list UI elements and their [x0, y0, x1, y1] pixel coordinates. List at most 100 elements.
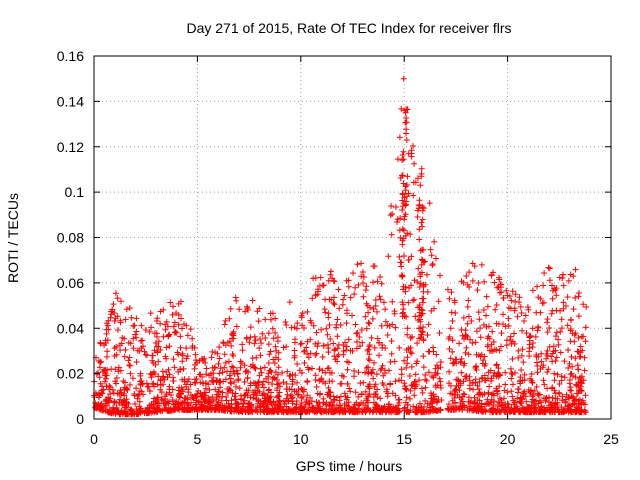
data-point — [258, 340, 265, 347]
data-point — [474, 286, 481, 293]
data-point — [559, 275, 566, 282]
data-point — [272, 401, 279, 408]
data-point — [336, 305, 343, 312]
data-point — [229, 363, 236, 370]
data-point — [533, 353, 540, 360]
data-point — [102, 337, 109, 344]
data-point — [335, 341, 342, 348]
data-point — [552, 286, 559, 293]
data-point — [155, 338, 162, 345]
data-point — [577, 343, 584, 350]
data-point — [293, 398, 300, 405]
data-point — [400, 156, 407, 163]
data-point — [340, 351, 347, 358]
data-point — [343, 320, 350, 327]
data-point — [387, 359, 394, 366]
data-point — [330, 300, 337, 307]
data-point — [229, 331, 236, 338]
data-point — [245, 369, 252, 376]
data-point — [417, 182, 424, 189]
data-point — [190, 395, 197, 402]
data-point — [514, 313, 521, 320]
data-point — [418, 165, 425, 172]
data-point — [420, 282, 427, 289]
data-point — [138, 338, 145, 345]
data-point — [312, 376, 319, 383]
data-point — [404, 401, 411, 408]
data-point — [578, 387, 585, 394]
data-point — [236, 306, 243, 313]
y-tick-labels: 0 0.02 0.04 0.06 0.08 0.1 0.12 0.14 0.16 — [57, 48, 84, 427]
data-point — [449, 337, 456, 344]
data-point — [184, 378, 191, 385]
data-point — [301, 348, 308, 355]
data-point — [560, 282, 567, 289]
data-point — [201, 398, 208, 405]
data-point — [108, 366, 115, 373]
data-point — [483, 401, 490, 408]
data-point — [496, 289, 503, 296]
data-point — [457, 358, 464, 365]
data-point — [418, 331, 425, 338]
data-point — [396, 396, 403, 403]
data-point — [198, 403, 205, 410]
data-point — [254, 400, 261, 407]
data-point — [345, 277, 352, 284]
data-point — [267, 310, 274, 317]
chart-title: Day 271 of 2015, Rate Of TEC Index for r… — [186, 20, 511, 36]
data-point — [104, 366, 111, 373]
data-point — [276, 401, 283, 408]
data-point — [313, 350, 320, 357]
data-point — [133, 315, 140, 322]
data-point — [177, 366, 184, 373]
data-point — [473, 366, 480, 373]
data-point — [244, 374, 251, 381]
data-point — [215, 360, 222, 367]
data-point — [558, 316, 565, 323]
data-point — [517, 399, 524, 406]
data-point — [417, 325, 424, 332]
data-point — [301, 359, 308, 366]
data-point — [294, 361, 301, 368]
data-point — [251, 364, 258, 371]
data-point — [574, 362, 581, 369]
data-point — [266, 351, 273, 358]
data-point — [405, 299, 412, 306]
data-point — [127, 340, 134, 347]
data-point — [91, 394, 98, 401]
data-point — [170, 377, 177, 384]
data-point — [428, 373, 435, 380]
data-point — [129, 375, 136, 382]
data-point — [157, 320, 164, 327]
data-point — [541, 407, 548, 414]
data-point — [210, 397, 217, 404]
data-point — [304, 378, 311, 385]
data-point — [448, 309, 455, 316]
data-point — [177, 315, 184, 322]
data-point — [138, 322, 145, 329]
data-point — [342, 339, 349, 346]
data-point — [384, 407, 391, 414]
data-point — [161, 405, 168, 412]
data-point — [498, 343, 505, 350]
data-point — [403, 313, 410, 320]
data-point — [399, 190, 406, 197]
data-point — [365, 346, 372, 353]
data-point — [418, 173, 425, 180]
data-point — [418, 385, 425, 392]
data-point — [561, 374, 568, 381]
data-point — [97, 340, 104, 347]
data-point — [531, 387, 538, 394]
data-point — [373, 391, 380, 398]
data-point — [238, 407, 245, 414]
data-point — [458, 326, 465, 333]
data-point — [489, 328, 496, 335]
data-point — [460, 402, 467, 409]
data-point — [366, 383, 373, 390]
data-point — [582, 392, 589, 399]
data-point — [362, 388, 369, 395]
data-point — [288, 324, 295, 331]
data-point — [140, 343, 147, 350]
data-point — [351, 291, 358, 298]
data-point — [388, 350, 395, 357]
